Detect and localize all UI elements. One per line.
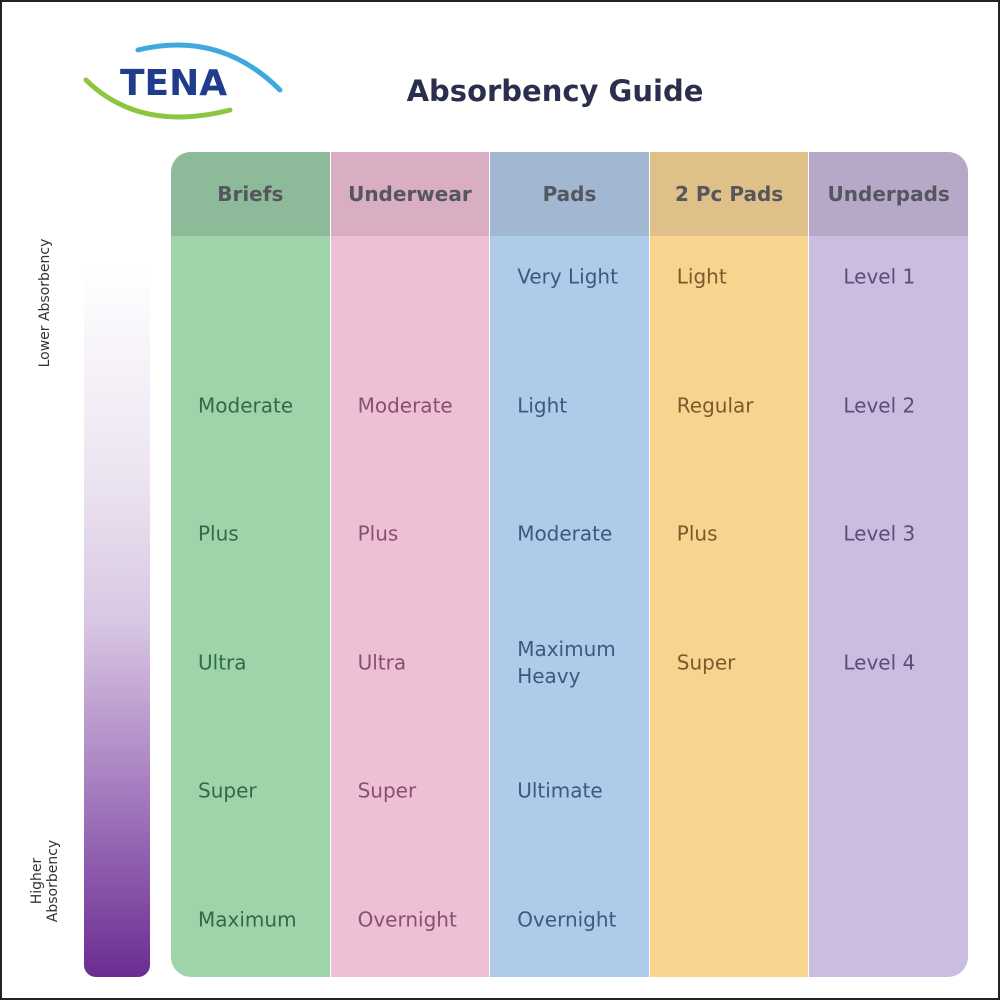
column-header: Briefs bbox=[171, 152, 330, 236]
column-header: 2 Pc Pads bbox=[649, 152, 809, 236]
product-level: Maximum Heavy bbox=[517, 636, 616, 688]
product-level: Ultra bbox=[357, 650, 407, 675]
scale-bar bbox=[84, 265, 150, 977]
product-level: Level 1 bbox=[843, 264, 916, 289]
column-header: Pads bbox=[490, 152, 649, 236]
product-level: Moderate bbox=[517, 521, 613, 546]
column: Underpads Level 1 Level 2 Level 3 Level 4 bbox=[809, 152, 968, 977]
logo-swoosh bbox=[83, 77, 233, 120]
product-level: Ultra bbox=[198, 650, 247, 675]
product-level: Level 2 bbox=[843, 393, 916, 418]
column: 2 Pc Pads Light Regular Plus Super bbox=[649, 152, 809, 977]
product-level: Overnight bbox=[357, 907, 457, 932]
column-header: Underpads bbox=[809, 152, 968, 236]
title: Absorbency Guide bbox=[406, 74, 704, 108]
column-header: Underwear bbox=[330, 152, 490, 236]
product-level: Moderate bbox=[198, 393, 294, 418]
product-level: Level 3 bbox=[843, 521, 916, 546]
product-level: Plus bbox=[676, 521, 718, 546]
product-level: Maximum bbox=[198, 907, 297, 932]
column: Briefs Moderate Plus Ultra Super Maximum bbox=[171, 152, 330, 977]
product-level: Super bbox=[676, 650, 736, 675]
product-level: Plus bbox=[198, 521, 239, 546]
product-level: Light bbox=[676, 264, 727, 289]
product-level: Level 4 bbox=[843, 650, 916, 675]
product-level: Super bbox=[198, 778, 257, 803]
product-level: Very Light bbox=[517, 264, 618, 289]
product-level: Overnight bbox=[517, 907, 617, 932]
product-level: Ultimate bbox=[517, 778, 603, 803]
column: Underwear Moderate Plus Ultra Super Overnight bbox=[330, 152, 490, 977]
product-level: Moderate bbox=[357, 393, 453, 418]
product-level: Regular bbox=[676, 393, 754, 418]
scale-label: Lower Absorbency bbox=[37, 238, 53, 368]
product-level: Super bbox=[357, 778, 417, 803]
logo-text: TENA bbox=[120, 63, 227, 104]
product-level: Plus bbox=[357, 521, 399, 546]
scale-label: Higher Absorbency bbox=[29, 839, 61, 923]
column: Pads Very Light Light Moderate Maximum Heavy… bbox=[490, 152, 649, 977]
logo-swoosh bbox=[135, 42, 283, 93]
product-level: Light bbox=[517, 393, 568, 418]
guide-table: Briefs Moderate Plus Ultra Super Maximum Under… bbox=[171, 152, 968, 977]
logo: TENA bbox=[83, 42, 283, 120]
